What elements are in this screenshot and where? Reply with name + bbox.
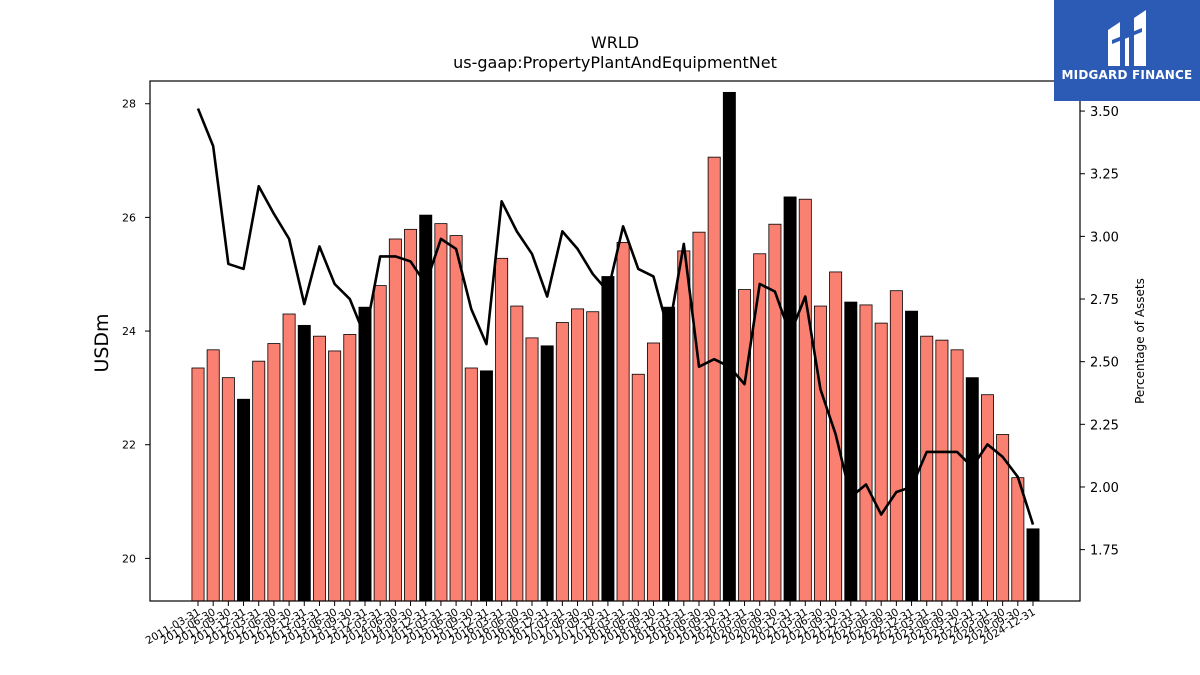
bar <box>297 324 311 602</box>
chart-subtitle: us-gaap:PropertyPlantAndEquipmentNet <box>453 53 777 72</box>
x-axis: 2011-03-312011-06-302011-09-302011-12-31… <box>144 601 1038 647</box>
bar <box>191 367 205 602</box>
percentage-line <box>196 108 1035 525</box>
bar <box>464 367 478 602</box>
logo-text: MIDGARD FINANCE <box>1061 68 1193 82</box>
bar <box>813 305 827 602</box>
bar <box>738 289 752 602</box>
bar <box>859 304 873 602</box>
y2-axis-label: Percentage of Assets <box>1133 278 1147 404</box>
bar <box>525 337 539 602</box>
bar <box>722 91 736 602</box>
y-tick-label: 20 <box>122 552 136 565</box>
y-axis-label: USDm <box>91 313 113 372</box>
bar <box>252 360 266 602</box>
bar <box>874 322 888 602</box>
bar <box>358 306 372 602</box>
bar <box>479 370 493 602</box>
left-axis: 20 22 24 26 28 <box>122 98 150 565</box>
bar <box>707 156 721 602</box>
bar <box>965 377 979 602</box>
bar <box>692 231 706 602</box>
bar <box>555 322 569 602</box>
bar <box>206 349 220 602</box>
bar <box>449 235 463 602</box>
bar <box>889 290 903 602</box>
logo-mark-icon <box>1108 10 1146 66</box>
bar <box>312 335 326 602</box>
line-series <box>196 108 1035 525</box>
bar <box>237 398 251 602</box>
plot-frame <box>149 80 1081 602</box>
bar <box>950 349 964 602</box>
chart-title: WRLD <box>591 33 639 52</box>
brand-logo: MIDGARD FINANCE <box>1054 0 1200 101</box>
bar <box>920 335 934 602</box>
bar <box>571 308 585 602</box>
bar <box>631 373 645 602</box>
bar <box>495 257 509 602</box>
y2-tick-label: 2.50 <box>1090 356 1119 371</box>
bar <box>343 334 357 602</box>
bar <box>510 305 524 602</box>
bar <box>586 311 600 602</box>
y-tick-label: 28 <box>122 98 136 111</box>
bar <box>935 339 949 602</box>
bar <box>267 343 281 602</box>
bar <box>646 342 660 602</box>
bar <box>328 350 342 602</box>
bar <box>677 250 691 602</box>
y-tick-label: 22 <box>122 439 136 452</box>
bar <box>282 313 296 602</box>
bar <box>434 223 448 602</box>
right-axis: 1.75 2.00 2.25 2.50 2.75 3.00 3.25 3.50 <box>1080 105 1119 559</box>
bar <box>601 276 615 602</box>
bar <box>1026 528 1040 602</box>
y2-tick-label: 2.75 <box>1090 293 1119 308</box>
bar <box>798 198 812 602</box>
bar <box>996 434 1010 602</box>
bar <box>905 310 919 602</box>
bar <box>616 241 630 602</box>
bar <box>844 301 858 602</box>
y2-tick-label: 2.25 <box>1090 418 1119 433</box>
y-tick-label: 26 <box>122 211 136 224</box>
bar <box>1011 477 1025 602</box>
bar <box>980 394 994 602</box>
bar <box>221 377 235 602</box>
bar <box>404 228 418 602</box>
bar <box>783 196 797 602</box>
y2-tick-label: 3.00 <box>1090 230 1119 245</box>
bar <box>373 285 387 602</box>
y2-tick-label: 1.75 <box>1090 544 1119 559</box>
bar <box>662 306 676 602</box>
y2-tick-label: 2.00 <box>1090 481 1119 496</box>
y-tick-label: 24 <box>122 325 136 338</box>
y2-tick-label: 3.50 <box>1090 105 1119 120</box>
bar <box>388 238 402 602</box>
bar <box>540 345 554 602</box>
bar <box>768 223 782 602</box>
y2-tick-label: 3.25 <box>1090 168 1119 183</box>
bar-series <box>191 91 1040 602</box>
